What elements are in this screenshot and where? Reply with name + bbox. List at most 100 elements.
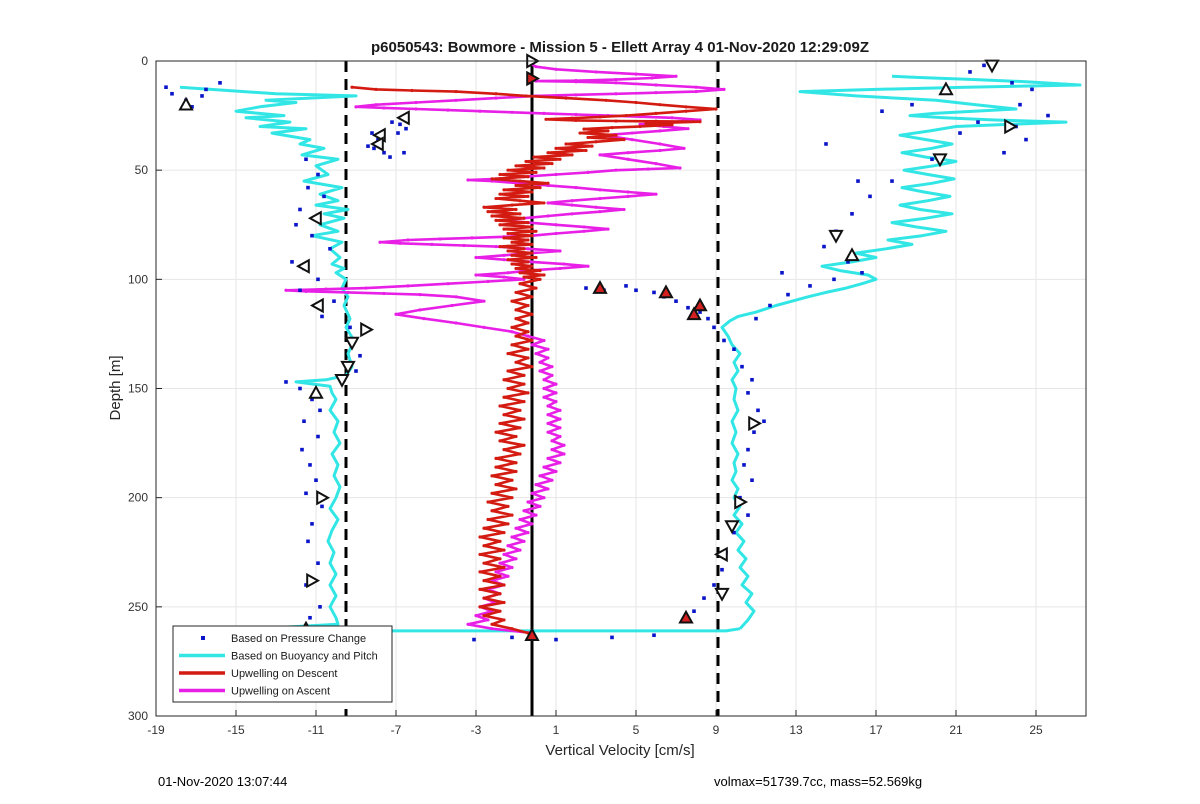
pressure-point [298,288,302,293]
triangle-marker [334,374,350,388]
data-point [514,526,518,530]
data-point [502,413,506,417]
data-point [670,116,674,120]
data-point [558,426,562,430]
pressure-point [396,131,400,135]
data-point [538,186,542,190]
data-point [550,478,554,482]
x-tick-label: -7 [391,723,402,737]
data-point [530,365,534,369]
data-point [524,159,528,164]
pressure-point [910,102,914,107]
data-point [494,570,498,574]
data-point [622,207,626,212]
data-point [526,500,530,504]
data-point [714,107,718,111]
data-point [546,201,550,205]
chart-title: p6050543: Bowmore - Mission 5 - Ellett A… [371,39,869,56]
pressure-point [674,299,678,303]
x-axis-label: Vertical Velocity [cm/s] [545,742,694,759]
data-point [606,227,610,231]
data-point [506,504,510,508]
data-point [490,622,494,626]
series-upwelling-descent [350,85,718,635]
data-point [502,253,506,257]
data-point [538,504,542,508]
data-point [506,351,510,356]
data-point [674,74,678,78]
data-point [514,469,518,474]
pressure-point [746,513,750,517]
data-point [414,107,418,111]
pressure-point [402,150,406,155]
data-point [462,243,466,248]
data-point [364,286,368,290]
data-point [486,500,490,504]
data-point [454,321,458,325]
footer-timestamp: 01-Nov-2020 13:07:44 [158,774,288,789]
data-point [634,72,638,76]
data-point [498,574,502,578]
data-point [606,129,610,133]
triangle-marker [678,609,694,624]
pressure-point [370,131,374,135]
data-point [478,605,482,609]
data-point [502,275,506,279]
data-point [494,456,498,460]
pressure-point [850,212,854,216]
data-point [546,151,550,155]
pressure-point [746,391,750,395]
pressure-point [190,105,194,109]
data-point [454,89,458,94]
data-point [482,205,486,209]
pressure-point [762,419,766,424]
data-point [626,151,630,155]
data-point [684,105,688,109]
pressure-point [310,233,314,238]
triangle-marker [686,306,702,321]
triangle-marker [844,247,860,262]
data-point [574,79,578,83]
data-point [582,225,586,229]
data-point [482,526,486,530]
data-point [498,404,502,408]
pressure-point [968,70,972,74]
data-point [538,474,542,478]
pressure-point [300,447,304,452]
data-point [518,548,522,552]
data-point [562,262,566,266]
data-point [574,93,578,97]
triangle-marker [308,384,324,399]
triangle-marker [526,70,541,87]
pressure-point [740,364,744,369]
data-point [478,570,482,574]
data-point [430,242,434,246]
pressure-point [314,478,318,482]
data-point [502,258,506,262]
data-point [510,330,514,334]
data-point [542,338,546,343]
triangle-marker [369,136,384,152]
data-point [570,212,574,216]
triangle-marker [344,336,360,351]
data-point [526,334,530,338]
data-point [530,260,534,264]
triangle-marker [524,627,540,641]
x-tick-label: 17 [869,723,883,737]
data-point [506,386,510,391]
data-point [514,266,518,271]
x-tick-label: 9 [713,723,720,737]
pressure-point [756,408,760,413]
data-point [558,434,562,439]
data-point [510,496,514,500]
data-point [534,229,538,233]
data-point [514,183,518,188]
data-point [658,129,662,133]
pressure-point [316,434,320,439]
pressure-point [868,194,872,199]
data-point [526,194,530,198]
data-point [624,113,628,118]
pressure-point [304,583,308,587]
data-point [506,522,510,526]
data-point [594,140,598,144]
